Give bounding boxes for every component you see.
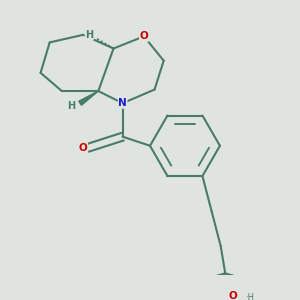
- Text: H: H: [85, 30, 93, 40]
- Text: O: O: [79, 143, 88, 153]
- Text: O: O: [229, 291, 237, 300]
- Text: N: N: [118, 98, 127, 108]
- Text: ·H: ·H: [245, 293, 254, 300]
- Text: H: H: [67, 101, 75, 111]
- Text: O: O: [140, 31, 148, 41]
- Polygon shape: [79, 91, 98, 105]
